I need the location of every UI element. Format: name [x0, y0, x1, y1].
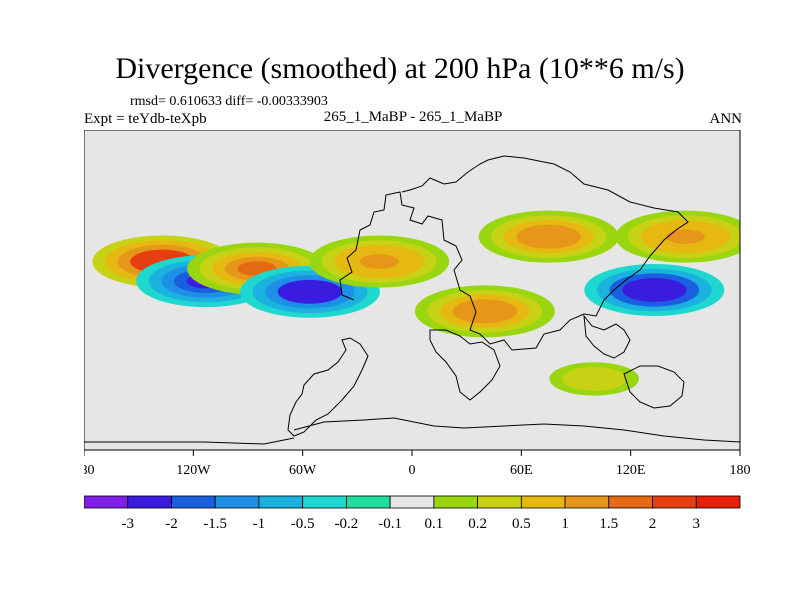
contour-fill [290, 284, 330, 300]
colorbar-label: -3 [121, 516, 134, 532]
chart-title: Divergence (smoothed) at 200 hPa (10**6 … [115, 52, 685, 85]
map-plot: 180120W60W060E120E18080N40N040S80S -3-2-… [84, 130, 751, 532]
coastline [293, 417, 740, 443]
coastline [287, 337, 369, 437]
colorbar-swatch [127, 495, 172, 509]
coastline [84, 437, 295, 445]
colorbar-swatch [84, 495, 129, 509]
case-label: 265_1_MaBP - 265_1_MaBP [323, 109, 503, 125]
colorbar-swatch [302, 495, 347, 509]
coastline [429, 329, 501, 401]
colorbar-swatch [433, 495, 479, 509]
colorbar-swatch [258, 495, 304, 509]
experiment-label: Expt = teYdb-teXpb [84, 111, 207, 127]
contour-fill [359, 254, 399, 269]
colorbar-swatch [564, 495, 610, 509]
coastline [339, 155, 689, 351]
colorbar-label: -0.2 [335, 516, 359, 532]
colorbar-label: 0.5 [512, 516, 531, 532]
x-tick-label: 0 [409, 463, 416, 478]
colorbar-label: -1 [253, 516, 266, 532]
colorbar-swatch [214, 495, 260, 509]
x-tick-label: 60E [510, 463, 533, 478]
colorbar-swatch [608, 495, 653, 509]
colorbar-label: 1.5 [599, 516, 618, 532]
colorbar-label: 3 [693, 516, 701, 532]
stats-label: rmsd= 0.610633 diff= -0.00333903 [130, 94, 328, 109]
colorbar-label: 2 [649, 516, 657, 532]
colorbar-label: 0.2 [468, 516, 487, 532]
colorbar-swatch [520, 495, 566, 509]
x-tick-label: 180 [730, 463, 751, 478]
colorbar-label: 1 [561, 516, 569, 532]
contour-fill [465, 304, 505, 319]
colorbar-swatch [477, 495, 522, 509]
colorbar-swatch [389, 495, 435, 509]
colorbar-label: 0.1 [424, 516, 443, 532]
colorbar-label: -0.5 [291, 516, 315, 532]
coastline [583, 314, 631, 359]
x-tick-label: 180 [84, 463, 95, 478]
x-tick-label: 120E [616, 463, 646, 478]
contour-fill [665, 229, 705, 244]
colorbar-swatch [171, 495, 216, 509]
coastline [623, 365, 685, 409]
contour-fill [529, 229, 569, 244]
colorbar-label: -1.5 [203, 516, 227, 532]
contour-fill [634, 282, 674, 298]
colorbar-label: -0.1 [378, 516, 402, 532]
colorbar-swatch [345, 495, 391, 509]
x-tick-label: 60W [289, 463, 317, 478]
colorbar-swatch [652, 495, 697, 509]
season-label: ANN [709, 111, 743, 127]
x-tick-label: 120W [176, 463, 211, 478]
colorbar-swatch [695, 495, 741, 509]
contour-fill [574, 371, 614, 387]
colorbar-label: -2 [165, 516, 178, 532]
